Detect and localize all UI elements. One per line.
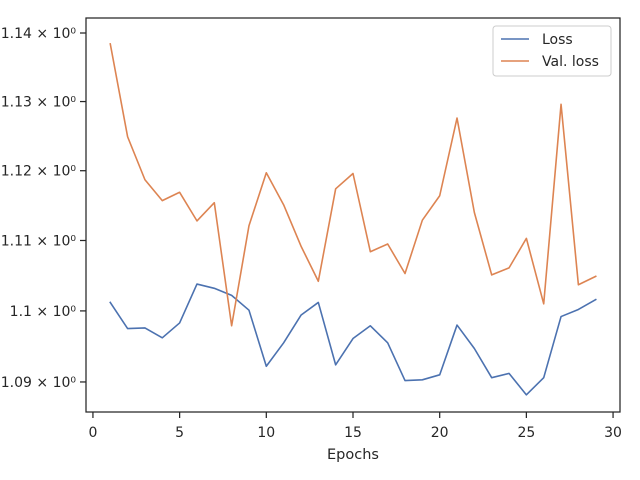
x-tick-label-3: 15 <box>344 425 362 441</box>
x-tick-label-0: 0 <box>88 425 97 441</box>
x-tick-label-5: 25 <box>517 425 535 441</box>
x-tick-label-2: 10 <box>257 425 275 441</box>
y-tick-label-5: 1.14 × 10⁰ <box>1 26 77 42</box>
x-tick-label-1: 5 <box>175 425 184 441</box>
series-layer <box>109 42 597 396</box>
x-axis: 0 5 10 15 20 25 30 <box>88 412 622 441</box>
series-line-val-loss <box>109 42 597 327</box>
x-tick-label-4: 20 <box>431 425 449 441</box>
x-axis-label: Epochs <box>327 447 379 463</box>
y-tick-label-0: 1.09 × 10⁰ <box>1 375 77 391</box>
y-axis: 1.09 × 10⁰ 1.1 × 10⁰ 1.11 × 10⁰ 1.12 × 10⁰ 1… <box>1 26 86 391</box>
legend-label-0: Loss <box>542 32 573 48</box>
legend-label-1: Val. loss <box>542 54 599 70</box>
y-tick-label-1: 1.1 × 10⁰ <box>10 304 77 320</box>
y-tick-label-3: 1.12 × 10⁰ <box>1 164 77 180</box>
x-tick-label-6: 30 <box>604 425 622 441</box>
legend: Loss Val. loss <box>492 25 612 77</box>
y-tick-label-4: 1.13 × 10⁰ <box>1 95 77 111</box>
y-tick-label-2: 1.11 × 10⁰ <box>1 233 77 249</box>
series-line-loss <box>109 283 597 396</box>
